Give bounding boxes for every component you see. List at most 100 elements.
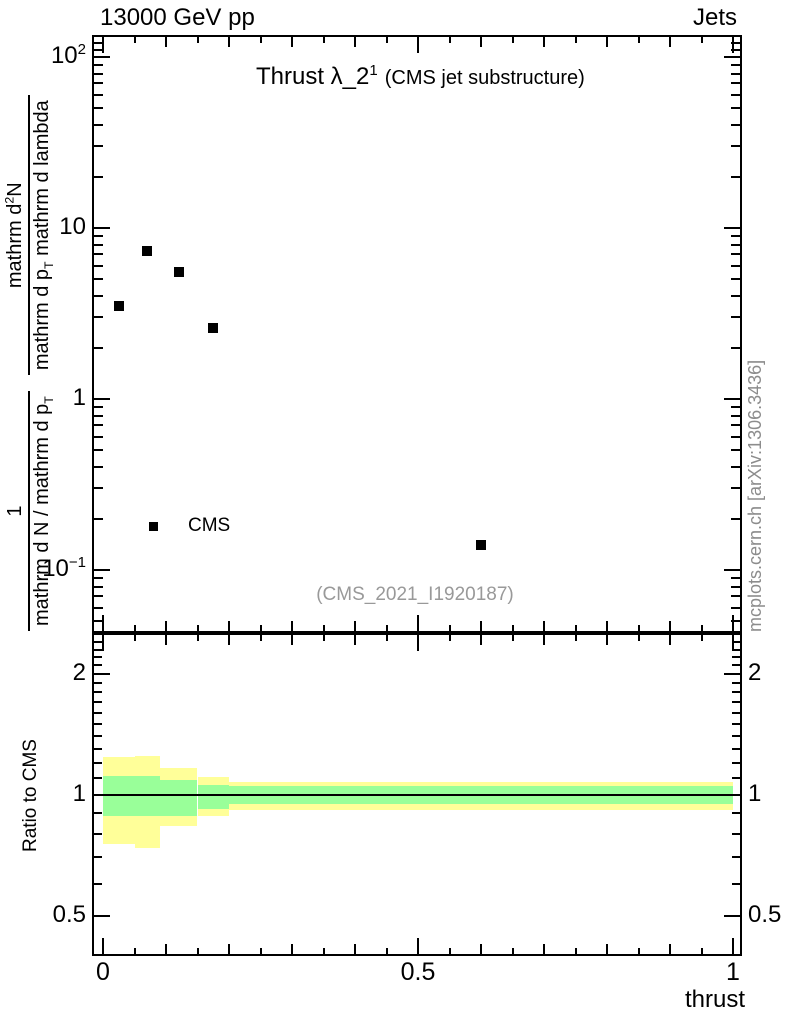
axis-tick [732, 664, 740, 667]
ratio-band-green [134, 775, 160, 817]
axis-tick [732, 748, 740, 751]
axis-tick [417, 615, 419, 631]
ratio-reference-line [94, 794, 740, 796]
axis-tick [669, 944, 671, 954]
axis-tick [94, 82, 103, 85]
ratio-band-green [197, 784, 229, 809]
axis-tick [133, 625, 136, 631]
axis-tick [354, 621, 356, 631]
main-y-axis-label: 1 mathrm d N / mathrm d pT mathrm d2N ma… [2, 95, 61, 631]
axis-tick [637, 37, 640, 43]
ratio-tick-label-right: 0.5 [748, 901, 782, 928]
axis-tick [732, 635, 734, 651]
axis-tick [94, 253, 103, 256]
axis-tick [731, 48, 740, 51]
axis-tick [291, 635, 293, 645]
ratio-tick-label-left: 1 [72, 780, 86, 807]
x-axis-title: thrust [684, 986, 745, 1013]
axis-tick [731, 466, 740, 469]
ratio-tick-label-right: 2 [748, 658, 762, 686]
axis-tick [228, 635, 230, 645]
axis-tick [94, 656, 102, 659]
axis-tick [94, 856, 102, 859]
axis-tick [724, 672, 740, 675]
axis-tick [574, 37, 577, 43]
axis-tick [724, 227, 740, 229]
axis-tick [94, 576, 103, 579]
axis-tick [94, 278, 103, 281]
axis-tick [133, 948, 136, 954]
plot-title-superscript: 1 [369, 62, 378, 79]
axis-tick [724, 794, 740, 796]
axis-tick [669, 37, 671, 47]
axis-tick [731, 234, 740, 237]
axis-tick [732, 641, 740, 644]
axis-tick [196, 948, 199, 954]
axis-tick [669, 635, 671, 645]
axis-tick [94, 56, 110, 58]
axis-tick [94, 915, 110, 917]
axis-tick [94, 723, 102, 726]
ratio-band-green [103, 775, 135, 817]
y-tick-label-base: 10 [50, 42, 78, 69]
y-tick-label-base: 10 [42, 555, 69, 582]
axis-tick [94, 243, 103, 246]
plot-title: Thrust λ_21 (CMS jet substructure) [256, 62, 585, 93]
axis-tick [165, 944, 167, 954]
axis-tick [291, 37, 293, 47]
axis-tick [731, 585, 740, 588]
data-point [173, 267, 184, 278]
axis-tick [700, 37, 703, 43]
axis-tick [94, 435, 103, 438]
axis-tick [731, 449, 740, 452]
axis-tick [732, 615, 734, 631]
axis-tick [448, 635, 451, 641]
axis-tick [511, 948, 514, 954]
axis-tick [731, 346, 740, 349]
plot-title-main: Thrust λ_2 [256, 63, 370, 90]
axis-tick [732, 723, 740, 726]
axis-tick [732, 762, 740, 765]
axis-tick [322, 948, 325, 954]
axis-tick [94, 175, 103, 178]
ratio-tick-label-left: 2 [72, 658, 86, 686]
axis-tick [322, 635, 325, 641]
axis-tick [228, 37, 230, 47]
axis-tick [196, 37, 199, 43]
axis-tick [228, 621, 230, 631]
axis-tick [94, 606, 103, 609]
axis-tick [94, 93, 103, 96]
axis-tick [94, 681, 102, 684]
axis-tick [354, 37, 356, 47]
frac1-denominator: mathrm d N / mathrm d pT [30, 391, 61, 631]
axis-tick [354, 944, 356, 954]
axis-tick [94, 466, 103, 469]
axis-tick [94, 227, 110, 229]
axis-tick [94, 42, 103, 45]
frac2-num-text2: N [4, 182, 26, 197]
axis-tick [94, 398, 110, 400]
axis-tick [731, 253, 740, 256]
y-tick-label: 102 [16, 41, 86, 71]
axis-tick [731, 72, 740, 75]
axis-tick [731, 278, 740, 281]
axis-tick [259, 625, 262, 631]
axis-tick [731, 424, 740, 427]
axis-tick [228, 944, 230, 954]
axis-tick [94, 735, 102, 738]
axis-tick [385, 37, 388, 43]
axis-tick [94, 711, 102, 714]
axis-tick [543, 944, 545, 954]
axis-tick [732, 681, 740, 684]
axis-tick [731, 405, 740, 408]
axis-tick [94, 777, 102, 780]
axis-tick [259, 37, 262, 43]
axis-tick [94, 316, 103, 319]
frac1-numerator: 1 [4, 391, 30, 631]
axis-tick [94, 414, 103, 417]
legend-marker-square [149, 522, 158, 531]
axis-tick [574, 948, 577, 954]
axis-tick [417, 37, 419, 53]
y-tick-label-exponent: 2 [77, 41, 86, 58]
